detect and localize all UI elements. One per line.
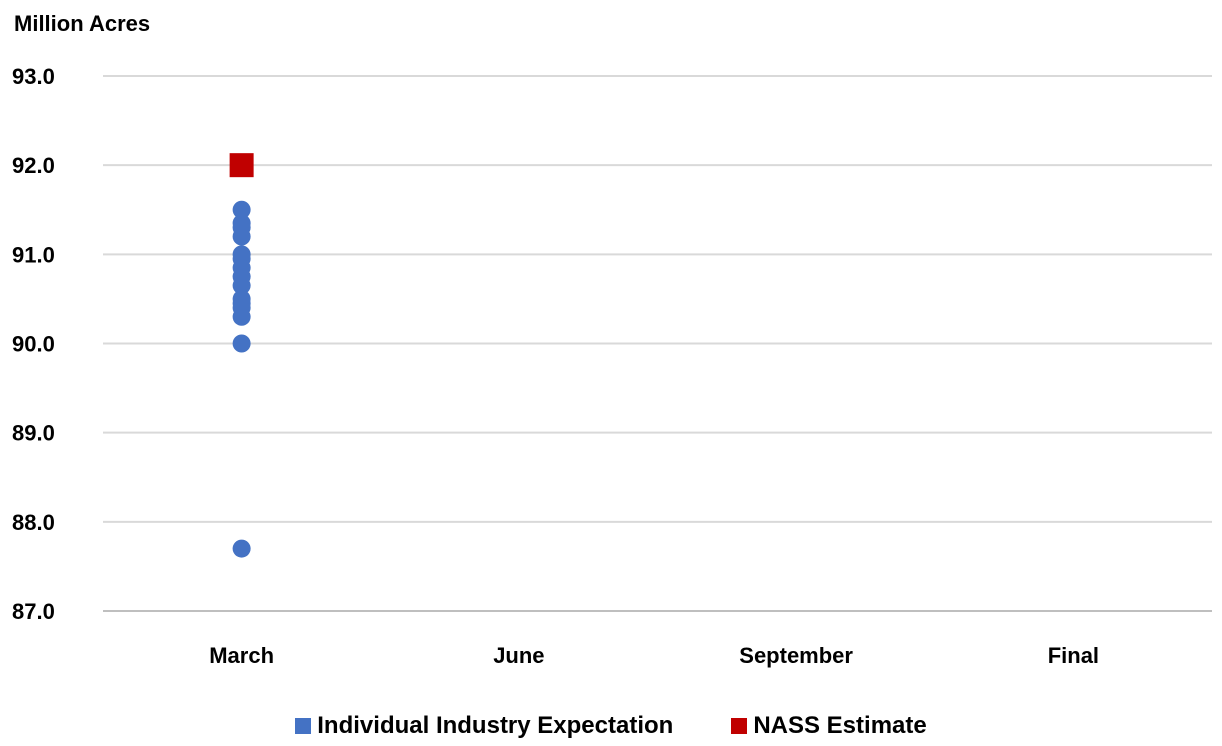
y-axis-tick-labels: 87.0 88.0 89.0 90.0 91.0 92.0 93.0 [12,64,55,624]
y-tick-label: 90.0 [12,332,55,357]
industry-expectation-point [232,539,251,558]
y-tick-label: 88.0 [12,510,55,535]
data-points [229,153,254,558]
x-category-label: Final [1048,643,1099,668]
industry-expectation-point [232,227,251,246]
legend-item-nass-estimate: NASS Estimate [731,712,927,740]
industry-expectation-point [232,276,251,295]
legend-swatch-nass-estimate [731,718,748,734]
industry-expectation-point [232,334,251,353]
x-category-label: June [493,643,544,668]
industry-expectation-point [232,200,251,219]
x-category-label: September [739,643,853,668]
gridlines [103,75,1212,612]
y-tick-label: 89.0 [12,421,55,446]
x-category-label: March [209,643,274,668]
legend-label-nass-estimate: NASS Estimate [753,712,927,739]
legend-item-industry-expectation: Individual Industry Expectation [295,712,673,740]
industry-expectation-point [232,307,251,326]
nass-estimate-marker [229,153,254,178]
legend-swatch-industry-expectation [295,718,312,734]
legend: Individual Industry Expectation NASS Est… [0,712,1222,740]
y-tick-label: 93.0 [12,64,55,89]
y-axis-title: Million Acres [14,11,150,36]
x-axis-category-labels: March June September Final [209,643,1099,668]
legend-label-industry-expectation: Individual Industry Expectation [317,712,674,739]
y-tick-label: 91.0 [12,242,55,267]
y-tick-label: 92.0 [12,153,55,178]
y-tick-label: 87.0 [12,599,55,624]
